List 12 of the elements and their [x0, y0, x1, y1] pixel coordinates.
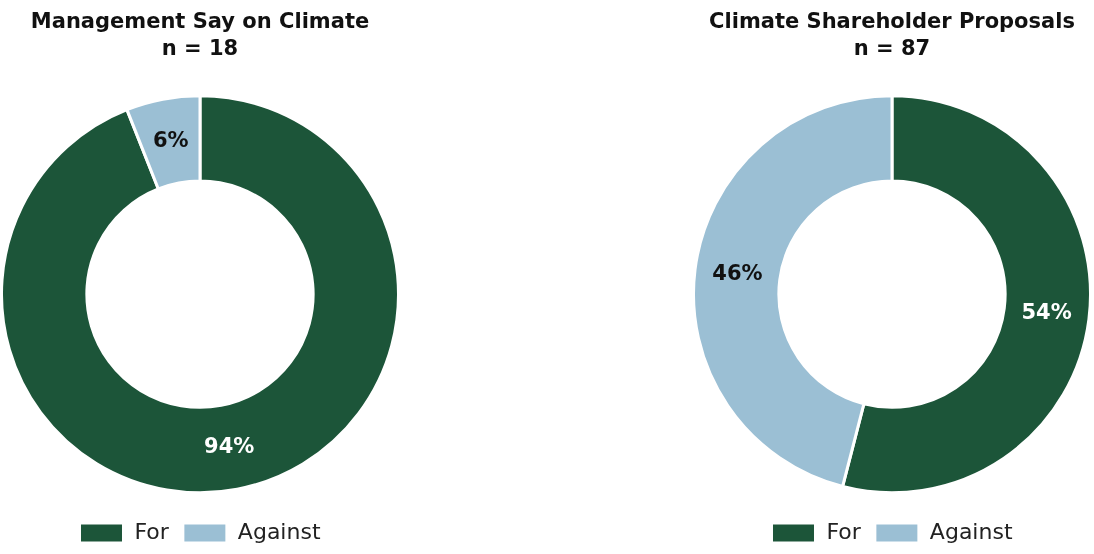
- legend-label: Against: [237, 518, 321, 544]
- data-label: 94%: [204, 433, 255, 458]
- data-label: 6%: [152, 127, 189, 152]
- legend-label: For: [134, 518, 170, 544]
- chart-title: Management Say on Climate: [30, 9, 370, 34]
- data-label: 46%: [712, 261, 763, 286]
- chart-title: Climate Shareholder Proposals: [709, 9, 1075, 34]
- chart-subtitle: n = 18: [161, 36, 239, 61]
- legend-label: For: [826, 518, 862, 544]
- chart-subtitle: n = 87: [853, 36, 931, 61]
- legend-label: Against: [929, 518, 1013, 544]
- data-label: 54%: [1021, 300, 1072, 325]
